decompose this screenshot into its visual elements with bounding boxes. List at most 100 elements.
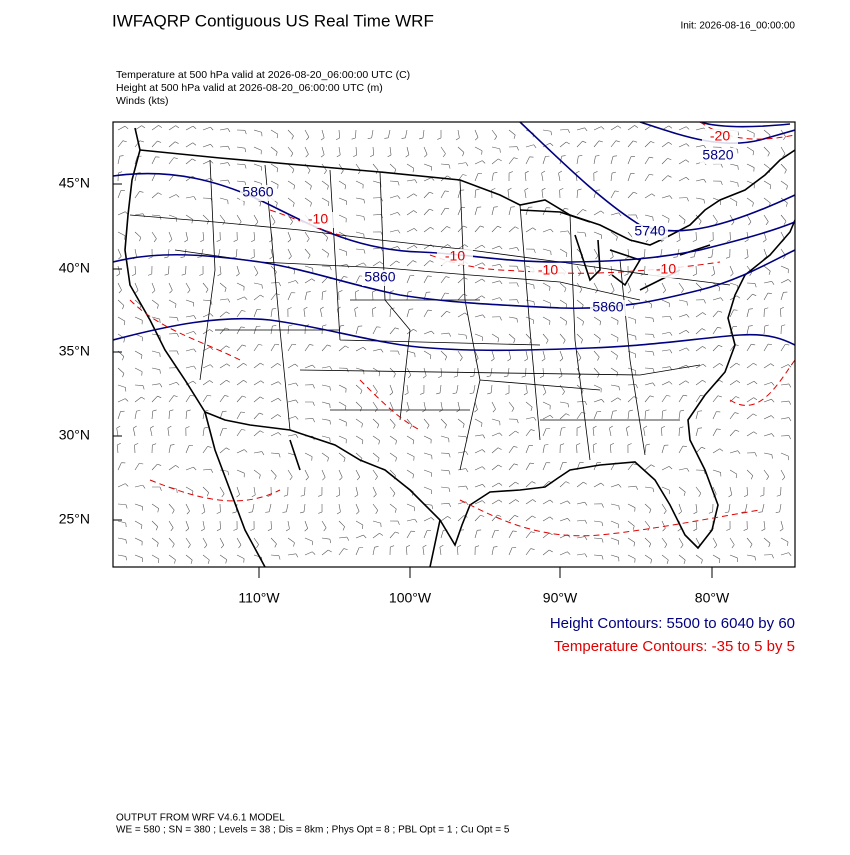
wind-barb [499, 500, 502, 502]
wind-barb [407, 504, 414, 507]
wind-barb [217, 512, 221, 514]
wind-barb [237, 164, 245, 165]
wind-barb [273, 222, 275, 225]
wind-barb [577, 427, 581, 428]
wind-barb [254, 381, 261, 385]
wind-barb [203, 300, 211, 301]
wind-barb [237, 297, 244, 300]
wind-barb [578, 358, 581, 361]
wind-barb [543, 533, 549, 538]
wind-barb [713, 266, 715, 274]
wind-barb [633, 141, 637, 142]
wind-barb [509, 317, 517, 318]
wind-barb [730, 181, 738, 183]
wind-barb [475, 263, 482, 266]
wind-barb [611, 385, 619, 386]
lon-label: 90°W [543, 590, 578, 606]
wind-barb [577, 209, 583, 215]
wind-barb [153, 410, 157, 411]
wind-barb [339, 385, 346, 389]
wind-barb [390, 181, 398, 182]
wind-barb [430, 227, 433, 229]
wind-barb [227, 364, 230, 366]
wind-barb [169, 142, 175, 147]
wind-barb [577, 537, 585, 538]
wind-barb [619, 213, 621, 216]
wind-barb [679, 512, 682, 515]
wind-barb [372, 290, 376, 292]
wind-barb [271, 363, 278, 368]
wind-barb [696, 538, 700, 545]
wind-barb [725, 512, 729, 513]
wind-barb [532, 482, 536, 484]
wind-barb [492, 547, 494, 555]
wind-barb [596, 256, 599, 259]
wind-barb [277, 168, 278, 172]
wind-barb [208, 560, 209, 564]
wind-barb [636, 215, 637, 219]
wind-barb [322, 521, 326, 528]
wind-barb [594, 334, 600, 339]
wind-barb [542, 190, 543, 198]
wind-barb [296, 434, 298, 437]
wind-barb [458, 452, 466, 453]
wind-barb [152, 555, 159, 559]
wind-barb [271, 147, 277, 152]
wind-barb [395, 532, 399, 533]
wind-barb [475, 207, 477, 215]
wind-barb [599, 339, 600, 343]
wind-barb [330, 420, 331, 424]
wind-barb [704, 179, 706, 182]
wind-barb [245, 130, 246, 134]
wind-barb [543, 517, 550, 521]
lat-label: 45°N [59, 175, 90, 191]
wind-barb [207, 395, 211, 396]
wind-barb [475, 435, 483, 436]
wind-barb [394, 374, 396, 378]
wind-barb [679, 411, 680, 419]
wind-barb [713, 215, 717, 222]
wind-barb [171, 444, 175, 445]
wind-barb [684, 560, 685, 564]
wind-barb [628, 192, 633, 198]
wind-barb [772, 455, 773, 459]
wind-barb [730, 487, 732, 495]
wind-barb [764, 344, 768, 351]
wind-barb [413, 440, 414, 444]
wind-barb [339, 164, 343, 171]
wind-barb [237, 327, 241, 334]
wind-barb [611, 411, 613, 419]
wind-barb [169, 382, 177, 385]
wind-barb [407, 180, 415, 181]
wind-barb [194, 349, 196, 352]
wind-barb [225, 328, 229, 329]
wind-barb [339, 549, 344, 555]
wind-barb [696, 411, 698, 419]
wind-barb [526, 385, 527, 393]
wind-barb [505, 393, 509, 394]
wind-barb [390, 532, 395, 538]
wind-barb [176, 195, 179, 198]
wind-barb [441, 487, 449, 488]
wind-barb [781, 418, 789, 419]
wind-barb [330, 387, 331, 391]
wind-barb [296, 383, 298, 386]
wind-barb [526, 300, 534, 302]
wind-barb [143, 485, 145, 488]
wind-barb [663, 290, 666, 293]
wind-barb [517, 300, 519, 304]
wind-barb [125, 399, 128, 402]
wind-barb [292, 136, 294, 140]
wind-barb [475, 279, 482, 283]
wind-barb [628, 444, 632, 445]
wind-barb [780, 309, 781, 317]
wind-barb [372, 130, 373, 138]
wind-barb [322, 477, 325, 480]
wind-barb [498, 338, 499, 342]
wind-barb [241, 412, 245, 413]
wind-barb [278, 398, 281, 401]
wind-barb [124, 338, 125, 342]
wind-barb [492, 419, 500, 421]
wind-barb [561, 427, 565, 428]
